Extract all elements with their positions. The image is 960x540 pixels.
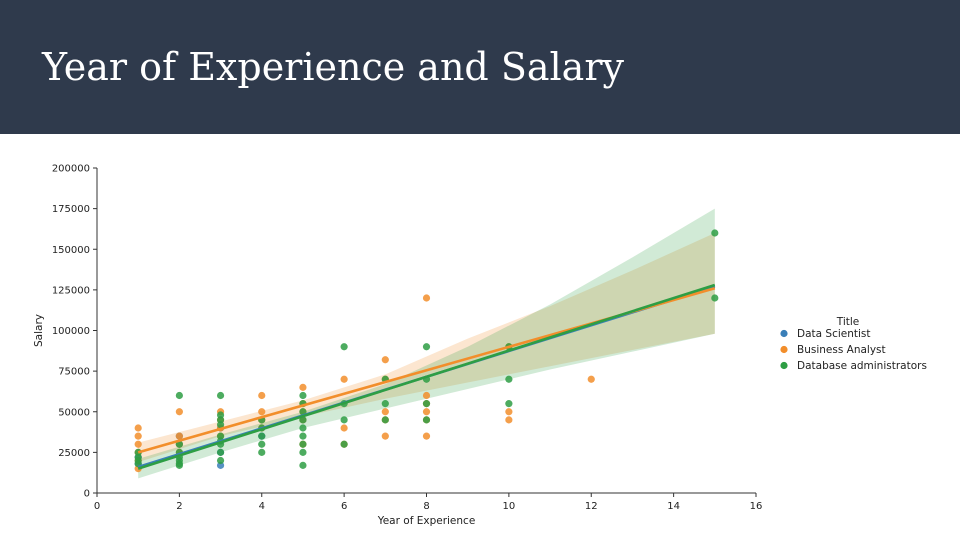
point-s2-37: [340, 440, 348, 448]
legend-label-0: Data Scientist: [797, 328, 871, 340]
point-s1-15: [258, 408, 266, 416]
point-s2-44: [422, 416, 431, 424]
point-s2-47: [505, 400, 513, 408]
confidence-band-1: [138, 233, 715, 463]
point-s2-39: [381, 400, 389, 408]
point-s2-14: [216, 421, 225, 429]
y-tick-label: 200000: [52, 164, 90, 175]
point-s1-1: [134, 432, 142, 440]
y-tick-label: 100000: [52, 326, 90, 337]
point-s2-40: [381, 416, 389, 424]
point-s1-14: [258, 391, 266, 400]
point-s2-11: [216, 391, 225, 400]
point-s2-41: [422, 343, 431, 351]
y-tick-label: 175000: [52, 204, 90, 215]
legend-label-2: Database administrators: [797, 360, 927, 372]
legend-marker-2: [780, 361, 788, 370]
x-tick-label: 14: [667, 501, 680, 512]
point-s2-33: [299, 461, 307, 469]
x-tick-label: 16: [750, 501, 763, 512]
y-tick-label: 25000: [58, 448, 90, 459]
y-axis-title: Salary: [33, 314, 45, 347]
x-axis-ticks: 0 2 4 6 8 10 12 14 16: [94, 493, 763, 512]
point-s2-31: [299, 440, 307, 448]
point-s2-32: [299, 448, 307, 456]
point-s1-18: [299, 383, 307, 391]
slide-header: Year of Experience and Salary: [0, 0, 960, 134]
point-s1-2: [134, 440, 142, 448]
slide-title: Year of Experience and Salary: [42, 45, 624, 89]
point-s2-46: [505, 375, 513, 383]
point-s1-24: [340, 424, 348, 432]
point-s1-26: [381, 356, 389, 364]
y-tick-label: 150000: [52, 245, 90, 256]
x-tick-label: 4: [259, 501, 265, 512]
point-s2-34: [340, 343, 348, 351]
y-axis-ticks: 0 25000 50000 75000 100000 125000 150000 175000…: [52, 164, 97, 500]
y-tick-label: 75000: [58, 367, 90, 378]
point-s2-48: [711, 229, 719, 237]
x-tick-label: 0: [94, 501, 100, 512]
legend-marker-0: [780, 329, 788, 338]
point-s2-43: [422, 400, 431, 408]
x-tick-label: 12: [585, 501, 598, 512]
point-s1-0: [134, 424, 142, 432]
point-s1-30: [381, 432, 389, 440]
point-s1-31: [422, 294, 431, 302]
point-s2-29: [299, 424, 307, 432]
point-s2-23: [258, 440, 266, 448]
point-s2-49: [711, 294, 719, 302]
point-s2-36: [340, 416, 348, 424]
trend-line-2: [137, 283, 716, 470]
trend-lines: [137, 283, 716, 470]
point-s1-28: [381, 408, 389, 416]
legend-label-1: Business Analyst: [797, 344, 886, 356]
x-tick-label: 10: [503, 501, 516, 512]
point-s2-19: [216, 456, 225, 465]
point-s1-7: [175, 432, 183, 440]
legend: Title Data Scientist Business Analyst Data…: [780, 316, 927, 372]
legend-marker-1: [780, 345, 788, 354]
x-tick-label: 2: [176, 501, 182, 512]
point-s2-18: [216, 448, 225, 456]
point-s2-10: [175, 461, 183, 469]
point-s2-24: [258, 448, 266, 456]
point-s1-23: [340, 375, 348, 383]
legend-title: Title: [836, 316, 860, 328]
point-s1-40: [587, 375, 595, 383]
point-s1-6: [175, 408, 183, 416]
y-tick-label: 0: [84, 489, 90, 500]
point-s1-39: [505, 416, 513, 424]
scatter-chart: 0 2 4 6 8 10 12 14 16 0 25000 50000 75000 100000 1250…: [33, 164, 927, 528]
point-s2-25: [299, 391, 307, 400]
y-tick-label: 50000: [58, 407, 90, 418]
point-s1-36: [422, 432, 431, 440]
point-s2-30: [299, 432, 307, 440]
x-tick-label: 8: [423, 501, 429, 512]
x-tick-label: 6: [341, 501, 347, 512]
y-tick-label: 125000: [52, 285, 90, 296]
point-s2-4: [175, 391, 183, 400]
point-s2-22: [258, 432, 266, 440]
x-axis-title: Year of Experience: [377, 515, 476, 527]
point-s1-34: [422, 408, 431, 416]
point-s1-38: [505, 408, 513, 416]
point-s1-32: [422, 391, 431, 400]
